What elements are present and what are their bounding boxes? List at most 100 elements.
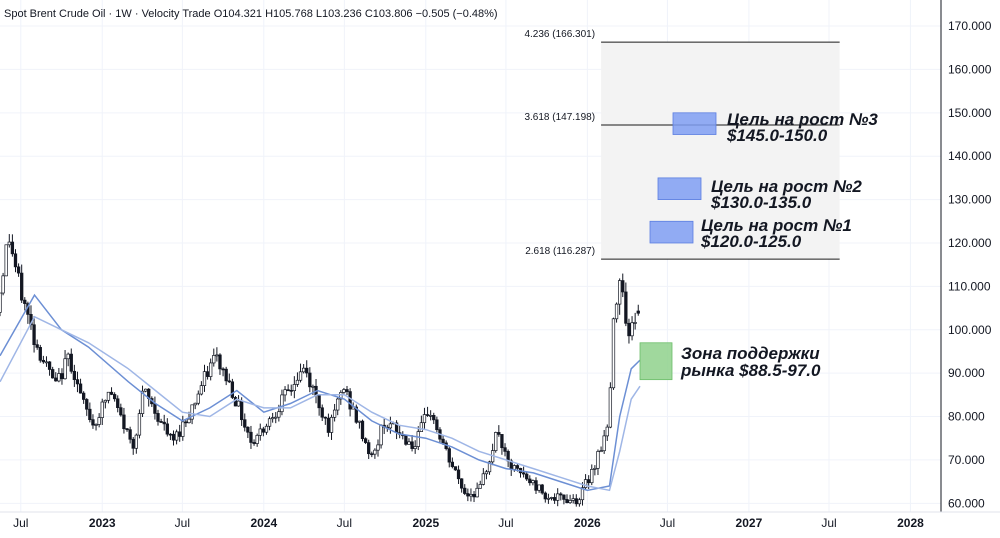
fib-extension-zone [601, 42, 840, 260]
candle-body-down [35, 344, 39, 348]
candle-body-up [196, 393, 200, 404]
candle-body-down [367, 442, 371, 455]
candle-body-up [481, 473, 485, 485]
candle-body-down [453, 466, 458, 471]
candle-body-up [413, 446, 417, 449]
candle-body-up [137, 413, 142, 436]
candle-body-up [280, 394, 284, 413]
candle-body-up [388, 423, 393, 429]
candle-body-down [249, 431, 253, 443]
x-tick-label: Jul [13, 516, 28, 530]
ohlc-open: O104.321 [214, 8, 262, 20]
y-tick-label: 70.000 [948, 453, 985, 467]
annotation-title: Зона поддержки [681, 344, 820, 363]
candle-body-down [360, 420, 365, 440]
candle-body-down [432, 415, 436, 421]
candle-body-up [236, 400, 241, 407]
candle-body-down [218, 354, 222, 370]
candle-body-up [546, 497, 551, 500]
data-source: Velocity Trade [142, 8, 211, 20]
candle-body-up [103, 399, 107, 403]
price-target-box [657, 177, 702, 200]
candle-body-up [187, 418, 191, 424]
candle-body-down [224, 368, 228, 382]
candle-body-down [565, 499, 569, 504]
candle-body-down [261, 428, 266, 433]
candle-body-up [605, 426, 609, 437]
candle-body-up [475, 487, 479, 498]
candle-body-up [271, 417, 275, 420]
candle-body-down [131, 438, 135, 449]
candle-body-up [373, 449, 377, 455]
candle-body-down [326, 417, 331, 433]
candle-body-down [466, 493, 470, 497]
candle-body-up [283, 389, 287, 396]
candle-body-down [119, 407, 123, 416]
candle-body-up [336, 398, 340, 411]
candle-body-down [205, 371, 210, 377]
candle-body-up [292, 384, 296, 392]
symbol-name: Spot Brent Crude Oil [4, 8, 106, 20]
x-tick-label: Jul [660, 516, 675, 530]
candle-body-down [363, 438, 368, 443]
candle-body-down [317, 395, 321, 409]
candle-body-down [47, 361, 52, 370]
candle-body-down [574, 498, 578, 505]
candle-body-up [556, 493, 560, 501]
candle-body-down [91, 419, 95, 426]
candle-body-down [370, 453, 374, 456]
candle-body-up [209, 362, 213, 377]
candle-body-down [559, 493, 563, 496]
candle-body-up [571, 498, 575, 501]
candle-body-down [122, 414, 126, 430]
annotation-title: Цель на рост №3 [727, 110, 878, 129]
annotation-range: $130.0-135.0 [710, 193, 812, 212]
candle-body-up [593, 467, 597, 470]
candle-body-up [537, 484, 541, 491]
candle-body-down [88, 408, 92, 421]
candle-body-down [69, 353, 73, 372]
candle-body-down [305, 367, 309, 374]
candle-body-down [323, 416, 327, 419]
candle-body-down [32, 324, 36, 346]
candle-body-down [54, 377, 58, 382]
candle-body-down [472, 493, 476, 498]
y-tick-label: 160.000 [948, 62, 992, 76]
candle-body-down [627, 322, 631, 337]
candle-body-down [534, 480, 538, 491]
candle-body-up [342, 389, 346, 393]
interval: 1W [115, 8, 132, 20]
candle-body-down [441, 438, 445, 444]
candle-body-down [540, 484, 544, 494]
candle-body-up [97, 417, 101, 425]
candle-body-down [562, 494, 566, 500]
candle-body-down [78, 383, 83, 394]
y-tick-label: 170.000 [948, 19, 992, 33]
candle-body-up [416, 431, 420, 447]
x-tick-label: Jul [498, 516, 513, 530]
x-tick-label: 2028 [897, 516, 924, 530]
candle-body-up [332, 409, 337, 418]
candle-body-up [614, 303, 619, 320]
candle-body-up [63, 358, 67, 380]
candle-body-up [202, 371, 207, 386]
candle-body-up [193, 402, 197, 406]
candle-body-up [611, 318, 616, 389]
candle-body-up [181, 421, 185, 437]
candle-body-up [215, 354, 219, 357]
candle-body-down [425, 414, 430, 416]
candle-body-down [552, 497, 557, 501]
candle-body-down [51, 369, 55, 379]
candle-body-down [109, 391, 114, 395]
candle-body-down [23, 299, 27, 304]
x-tick-label: Jul [821, 516, 836, 530]
candle-body-down [221, 368, 225, 371]
x-tick-label: 2026 [574, 516, 601, 530]
x-tick-label: 2025 [412, 516, 439, 530]
candle-body-down [246, 426, 250, 433]
candle-body-up [174, 431, 179, 441]
candle-body-up [190, 404, 194, 420]
candle-body-down [463, 487, 467, 494]
candle-body-up [469, 493, 473, 497]
